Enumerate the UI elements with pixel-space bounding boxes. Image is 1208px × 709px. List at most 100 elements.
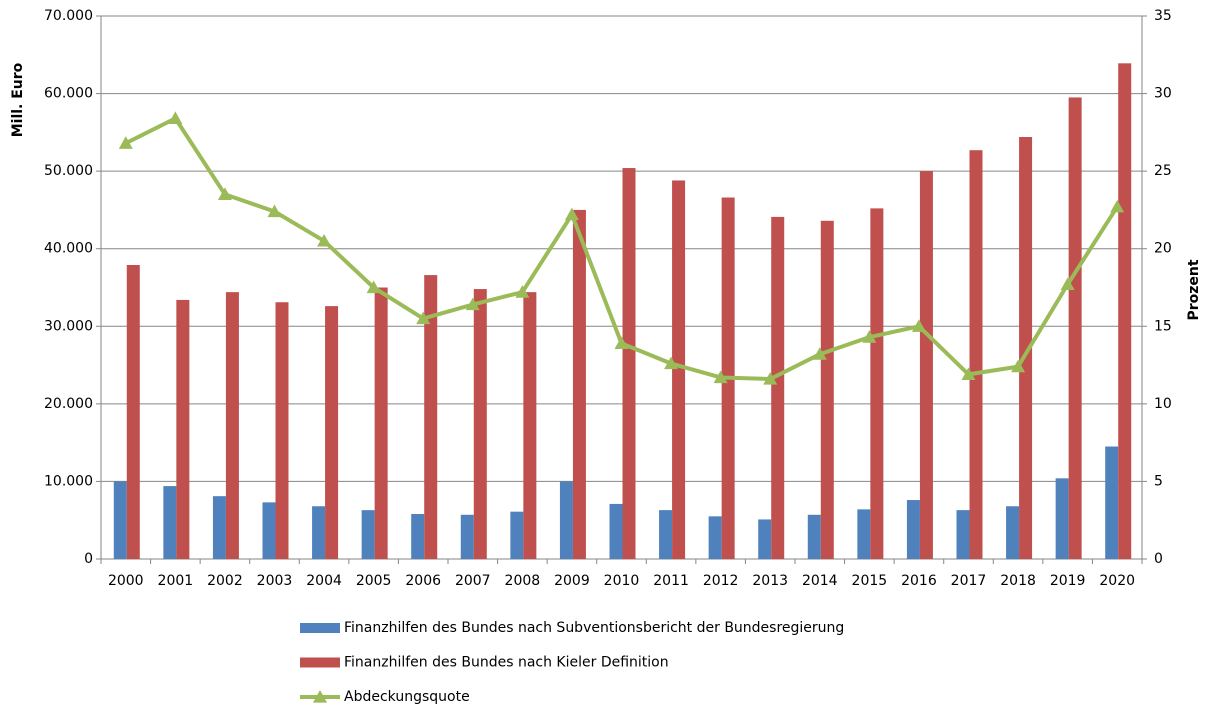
marker [416, 311, 431, 325]
bar [262, 502, 276, 559]
x-tick-label: 2017 [951, 573, 987, 589]
marker [862, 330, 877, 343]
bar [956, 510, 970, 559]
bar [672, 180, 686, 560]
bar [1118, 63, 1132, 559]
bar [559, 481, 573, 559]
y-tick-label: 20.000 [44, 396, 93, 412]
y2-tick-label: 10 [1154, 396, 1172, 412]
y2-tick-label: 20 [1154, 241, 1172, 257]
bar [473, 289, 487, 559]
legend-swatch [300, 623, 340, 633]
legend-label: Finanzhilfen des Bundes nach Subventions… [344, 620, 844, 636]
x-tick-label: 2013 [752, 573, 788, 589]
y2-tick-label: 5 [1154, 473, 1163, 489]
marker [664, 356, 679, 370]
x-tick-label: 2000 [108, 573, 144, 589]
bar [1055, 478, 1069, 559]
legend-swatch [300, 657, 340, 668]
bar [1068, 97, 1082, 559]
bar [374, 287, 388, 559]
x-tick-label: 2016 [901, 573, 937, 589]
bar [510, 511, 524, 559]
marker [118, 136, 133, 149]
bar [659, 510, 673, 559]
bar [312, 506, 326, 559]
marker [515, 285, 530, 298]
x-tick-label: 2015 [852, 573, 888, 589]
y2-tick-label: 15 [1154, 318, 1172, 334]
y2-tick-label: 25 [1154, 163, 1172, 179]
y-tick-label: 40.000 [44, 241, 93, 257]
x-tick-label: 2019 [1050, 573, 1086, 589]
bar [870, 208, 884, 559]
y2-axis-label: Prozent [1186, 259, 1202, 320]
marker [1110, 199, 1125, 213]
y-tick-label: 60.000 [44, 86, 93, 102]
bar [1006, 506, 1020, 559]
bar [771, 216, 785, 559]
x-tick-label: 2005 [356, 573, 392, 589]
y-tick-label: 30.000 [44, 318, 93, 334]
x-tick-label: 2014 [802, 573, 838, 589]
marker [366, 280, 381, 294]
bar [820, 220, 834, 559]
marker [614, 336, 629, 349]
bar [1019, 137, 1033, 560]
y2-tick-label: 0 [1154, 551, 1163, 567]
x-tick-label: 2004 [306, 573, 342, 589]
marker [763, 372, 778, 385]
bar [758, 519, 772, 559]
x-tick-label: 2010 [604, 573, 640, 589]
marker [317, 233, 332, 247]
y-tick-label: 70.000 [44, 8, 93, 24]
bar [919, 171, 933, 559]
bar [411, 514, 425, 559]
bar [361, 510, 375, 559]
bar [708, 516, 722, 559]
bar [906, 500, 920, 559]
marker [812, 347, 827, 360]
x-tick-label: 2020 [1099, 573, 1135, 589]
y-axis-label: Mill. Euro [10, 62, 26, 137]
bar [572, 209, 586, 559]
marker [911, 319, 926, 332]
bar [1105, 446, 1119, 559]
bar [163, 486, 177, 559]
x-tick-label: 2009 [554, 573, 590, 589]
bar [225, 292, 239, 559]
y2-tick-label: 35 [1154, 8, 1172, 24]
bar [969, 150, 983, 559]
marker [217, 187, 232, 201]
marker [564, 207, 579, 221]
bar [424, 275, 438, 559]
legend-marker [313, 690, 327, 703]
marker [1011, 359, 1026, 373]
y-tick-label: 10.000 [44, 473, 93, 489]
marker [713, 370, 728, 384]
y-tick-label: 0 [84, 551, 93, 567]
x-tick-label: 2018 [1000, 573, 1036, 589]
x-tick-label: 2007 [455, 573, 491, 589]
bar [807, 514, 821, 559]
x-tick-label: 2008 [505, 573, 541, 589]
y2-tick-label: 30 [1154, 86, 1172, 102]
y-tick-label: 50.000 [44, 163, 93, 179]
bar [460, 514, 474, 559]
bar [523, 292, 537, 559]
x-tick-label: 2006 [405, 573, 441, 589]
bar [275, 302, 289, 559]
x-tick-label: 2011 [653, 573, 689, 589]
marker [168, 111, 183, 124]
legend-label: Abdeckungsquote [344, 689, 470, 705]
bar [126, 265, 140, 559]
marker [267, 204, 282, 218]
x-tick-label: 2012 [703, 573, 739, 589]
marker [465, 297, 480, 311]
legend-label: Finanzhilfen des Bundes nach Kieler Defi… [344, 655, 669, 671]
bar [113, 481, 127, 559]
marker [961, 367, 976, 380]
bar [325, 306, 339, 559]
x-tick-label: 2002 [207, 573, 243, 589]
